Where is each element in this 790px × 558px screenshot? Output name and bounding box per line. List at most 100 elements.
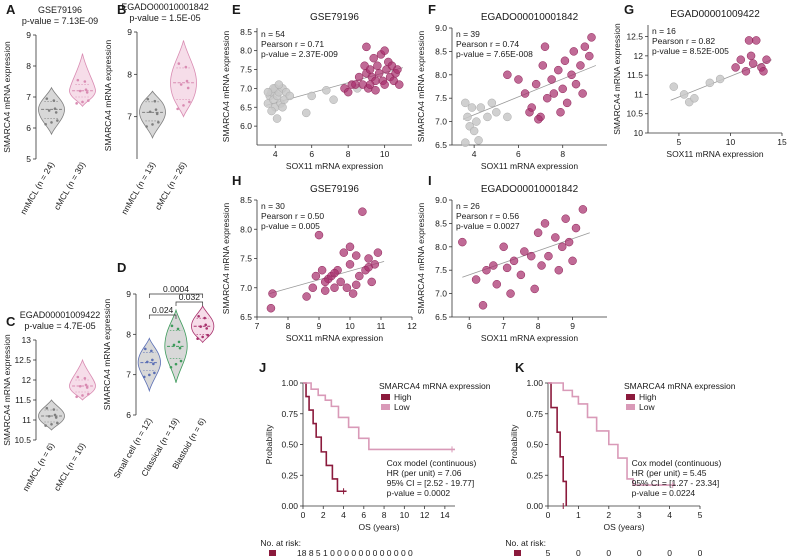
risk-cell-high: 0 [667,548,672,558]
scatter-point-grey [329,95,338,104]
y-tick-label: 0.50 [281,440,298,450]
panel-letter-i: I [428,173,432,188]
panel-letter-c: C [6,314,16,329]
x-category-label: nnMCL (n = 6) [20,441,56,493]
scatter-point-grey [274,80,284,89]
significance-label: 0.032 [179,292,201,302]
panel-letter-g: G [624,2,634,17]
x-category-label: nnMCL (n = 24) [18,160,56,216]
scatter-point-magenta [534,115,543,124]
y-tick-label: 12 [22,375,32,385]
violin-point [170,324,174,328]
scatter-point-grey [705,78,715,88]
x-tick-label: 4 [273,149,278,159]
x-axis-label: SOX11 mRNA expression [286,333,383,343]
panel-letter-e: E [232,2,241,17]
x-axis-label: OS (years) [603,522,644,532]
stats-line: p-value = 2.37E-009 [261,49,338,59]
risk-swatch-high [514,550,521,556]
x-tick-label: 9 [317,321,322,331]
axes-j [300,382,455,509]
violin-point [197,314,200,318]
y-tick-label: 6.5 [435,140,447,150]
violin-point [206,333,210,337]
violin-body [170,40,197,118]
panel-letter-b: B [117,2,126,17]
x-tick-label: 4 [341,510,346,520]
scatter-point-grey [669,82,679,91]
scatter-point-magenta [266,303,276,313]
violin-point [56,119,59,122]
violin-point [174,362,178,366]
scatter-point-magenta [351,251,361,260]
scatter-point-magenta [348,289,358,298]
scatter-point-magenta [741,67,751,76]
violin-point [45,97,49,100]
y-tick-label: 13 [22,335,32,345]
axes-f [449,27,607,148]
y-tick-label: 8.5 [435,218,447,228]
x-tick-label: 8 [560,149,565,159]
scatter-point-magenta [530,284,539,294]
scatter-point-magenta [520,89,530,98]
axes-d [133,293,137,416]
significance-bracket [148,293,204,298]
chart-title: GSE79196 [310,12,359,23]
y-tick-label: 8.0 [240,224,252,234]
y-tick-label: 0.50 [526,440,543,450]
scatter-point-magenta [744,36,754,45]
violin-point [199,325,202,328]
x-tick-label: 11 [377,321,386,331]
scatter-point-magenta [578,89,587,98]
legend-title: SMARCA4 mRNA expression [624,381,736,391]
chart-title: EGAD00001009422 [20,310,101,320]
chart-subtitle: p-value = 7.13E-09 [22,16,98,26]
y-tick-label: 9 [126,289,131,299]
scatter-point-magenta [364,263,373,272]
scatter-point-magenta [527,103,536,112]
y-tick-label: 7 [127,112,132,122]
y-tick-label: 1.00 [281,378,298,388]
violin-point [204,323,207,327]
y-tick-label: 7.5 [435,265,447,275]
y-tick-label: 12 [634,51,644,61]
violin-point [153,99,157,103]
axes-g [645,25,783,136]
y-axis-label: SMARCA4 mRNA expression [2,334,12,446]
risk-table-title: No. at risk: [260,538,301,548]
y-tick-label: 7.5 [240,65,252,75]
scatter-point-magenta [731,63,740,72]
scatter-point-magenta [746,51,756,61]
x-tick-label: 15 [777,137,787,147]
violin-point [148,373,151,377]
y-tick-label: 7.0 [240,283,252,293]
scatter-point-magenta [537,261,546,270]
scatter-point-magenta [509,256,519,266]
violin-point [203,316,206,320]
scatter-point-grey [469,126,479,136]
scatter-point-magenta [580,42,590,51]
violin-body [139,90,166,139]
violin-point [87,392,90,396]
x-tick-label: 7 [501,321,506,331]
violin-point [148,110,152,114]
chart-title: GSE79196 [38,5,82,15]
scatter-point-grey [463,112,472,122]
violin-point [54,111,58,114]
x-axis-label: SOX11 mRNA expression [481,333,578,343]
panel-letter-f: F [428,2,436,17]
scatter-point-grey [487,98,497,108]
scatter-point-grey [476,103,486,112]
violin-point [179,359,183,363]
x-tick-label: 6 [516,149,521,159]
legend-title: SMARCA4 mRNA expression [379,381,491,391]
stats-line: p-value = 7.65E-008 [456,49,533,59]
violin-point [146,97,150,101]
violin-point [54,416,58,419]
scatter-point-magenta [557,242,567,252]
violin-point [179,83,183,86]
km-curve-low [548,382,676,486]
scatter-point-magenta [308,283,318,292]
violin-point [76,78,80,82]
scatter-point-magenta [569,47,579,56]
